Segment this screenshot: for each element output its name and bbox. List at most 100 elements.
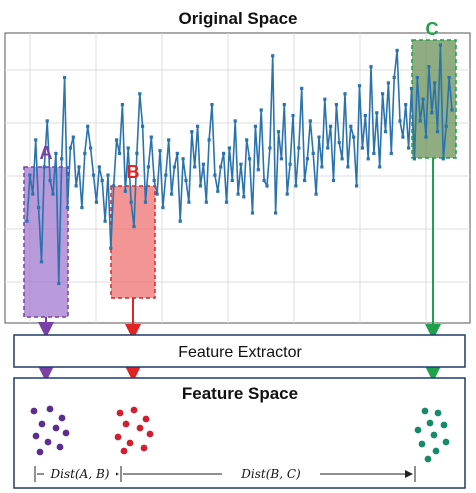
series-point xyxy=(123,189,127,193)
series-point xyxy=(222,151,226,155)
feature-point-c xyxy=(432,447,440,455)
series-point xyxy=(83,151,87,155)
series-point xyxy=(80,206,84,210)
feature-point-b xyxy=(126,439,134,447)
series-point xyxy=(155,192,159,196)
series-point xyxy=(236,192,240,196)
series-point xyxy=(297,146,301,150)
series-point xyxy=(424,135,428,139)
feature-point-b xyxy=(130,406,138,414)
series-point xyxy=(103,219,107,223)
feature-point-c xyxy=(418,440,426,448)
feature-point-a xyxy=(58,414,66,422)
series-point xyxy=(57,281,61,286)
series-point xyxy=(51,192,55,196)
feature-point-a xyxy=(38,420,46,428)
feature-point-b xyxy=(122,420,130,428)
series-point xyxy=(300,86,304,90)
original-space-panel: Original Space A B C xyxy=(4,9,471,324)
series-point xyxy=(146,165,150,169)
series-point xyxy=(392,75,396,80)
feature-point-b xyxy=(114,433,122,441)
series-point xyxy=(363,113,367,118)
series-point xyxy=(326,146,330,150)
feature-point-c xyxy=(434,409,442,417)
series-point xyxy=(233,119,237,123)
series-point xyxy=(31,192,35,196)
feature-extractor: Feature Extractor xyxy=(13,334,466,368)
region-a-label: A xyxy=(40,143,53,163)
series-point xyxy=(37,206,41,210)
series-point xyxy=(161,206,165,210)
series-point xyxy=(401,135,405,139)
series-point xyxy=(42,165,46,169)
series-point xyxy=(352,135,356,139)
series-point xyxy=(317,135,321,139)
feature-point-c xyxy=(414,426,422,434)
feature-point-b xyxy=(116,409,124,417)
series-point xyxy=(117,151,122,155)
feature-point-a xyxy=(30,407,38,415)
series-point xyxy=(276,130,281,134)
series-point xyxy=(152,178,156,183)
feature-point-a xyxy=(32,432,40,440)
series-point xyxy=(265,184,269,188)
series-point xyxy=(100,178,104,183)
series-point xyxy=(74,184,78,188)
series-point xyxy=(112,184,116,188)
region-b-box xyxy=(110,185,156,299)
series-point xyxy=(305,157,309,161)
series-point xyxy=(268,146,272,150)
feature-point-a xyxy=(44,438,52,446)
series-point xyxy=(138,92,142,96)
dist-ab-label: Dist(A, B) xyxy=(50,467,110,481)
series-point xyxy=(39,260,44,264)
feature-point-c xyxy=(421,407,429,415)
series-point xyxy=(184,178,188,183)
series-point xyxy=(430,111,434,115)
series-point xyxy=(271,54,275,58)
series-point xyxy=(311,151,315,155)
series-point xyxy=(340,157,344,161)
series-point xyxy=(444,124,448,128)
series-line xyxy=(26,44,453,284)
series-point xyxy=(115,138,119,142)
series-point xyxy=(383,130,388,134)
feature-point-a xyxy=(52,424,60,432)
series-point xyxy=(97,165,101,169)
series-point xyxy=(28,173,32,177)
series-point xyxy=(149,135,153,139)
series-point xyxy=(360,146,364,150)
series-point xyxy=(227,146,231,150)
series-point xyxy=(398,119,402,123)
series-point xyxy=(242,195,246,199)
series-point xyxy=(357,84,362,88)
feature-point-c xyxy=(430,431,438,439)
series-point xyxy=(375,111,379,115)
dist-bc-label: Dist(B, C) xyxy=(240,467,301,481)
series-point xyxy=(204,200,208,204)
series-point xyxy=(141,124,145,128)
cluster-a xyxy=(30,405,70,456)
region-c-label: C xyxy=(426,19,439,39)
feature-extractor-box xyxy=(13,334,466,368)
series-point xyxy=(372,151,376,155)
series-point xyxy=(248,157,252,161)
series-point xyxy=(193,165,197,169)
series-point xyxy=(77,165,81,169)
dist-bc-label-bg xyxy=(222,464,320,482)
series-point xyxy=(441,157,445,161)
series-point xyxy=(349,124,353,128)
feature-point-b xyxy=(120,447,128,455)
series-point xyxy=(45,119,49,123)
series-point xyxy=(415,75,419,80)
series-point xyxy=(60,157,64,161)
series-point xyxy=(172,165,176,169)
series-point xyxy=(314,192,318,196)
series-point xyxy=(282,103,286,107)
series-point xyxy=(329,124,333,128)
series-point xyxy=(294,184,298,188)
series-point xyxy=(86,124,90,128)
feature-point-b xyxy=(142,415,150,423)
series-point xyxy=(331,178,336,183)
